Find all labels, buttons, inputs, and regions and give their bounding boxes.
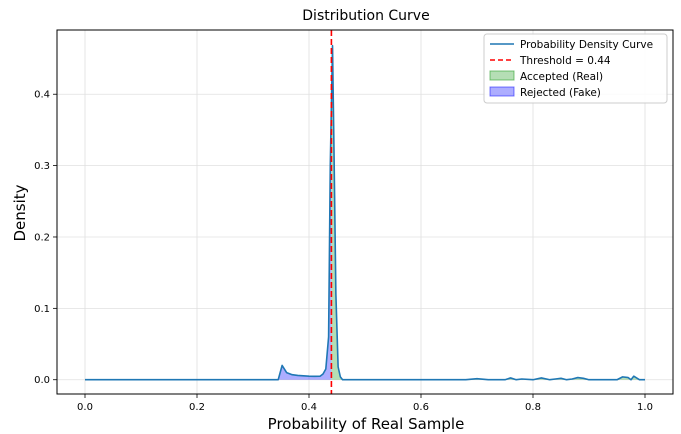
y-axis: 0.0 0.1 0.2 0.3 0.4: [34, 90, 57, 386]
x-tick-label: 0.8: [525, 402, 541, 413]
plot-frame: [56, 29, 674, 395]
legend: Probability Density Curve Threshold = 0.…: [483, 33, 668, 104]
y-tick-label: 0.1: [34, 304, 50, 315]
y-tick-label: 0.0: [34, 375, 50, 386]
y-tick-label: 0.4: [34, 90, 50, 101]
legend-label-rejected: Rejected (Fake): [520, 87, 601, 99]
y-tick-label: 0.2: [34, 232, 50, 243]
x-axis-title: Probability of Real Sample: [268, 415, 465, 433]
y-axis-title: Density: [11, 184, 29, 241]
x-tick-label: 1.0: [637, 402, 653, 413]
x-axis: 0.0 0.2 0.4 0.6 0.8 1.0: [77, 394, 653, 413]
x-tick-label: 0.6: [413, 402, 429, 413]
chart-title: Distribution Curve: [302, 8, 429, 24]
y-tick-label: 0.3: [34, 161, 50, 172]
legend-swatch-rejected: [489, 86, 515, 97]
density-curve-line: [85, 44, 645, 381]
legend-swatch-accepted: [489, 70, 515, 81]
rejected-fake-area: [85, 105, 332, 380]
x-tick-label: 0.0: [77, 402, 93, 413]
x-tick-label: 0.2: [189, 402, 205, 413]
legend-label-accepted: Accepted (Real): [520, 71, 603, 83]
x-tick-label: 0.4: [301, 402, 317, 413]
legend-label-threshold: Threshold = 0.44: [519, 55, 611, 67]
legend-box: [483, 33, 668, 104]
curve-layer: [85, 44, 645, 381]
legend-label-curve: Probability Density Curve: [520, 39, 653, 51]
